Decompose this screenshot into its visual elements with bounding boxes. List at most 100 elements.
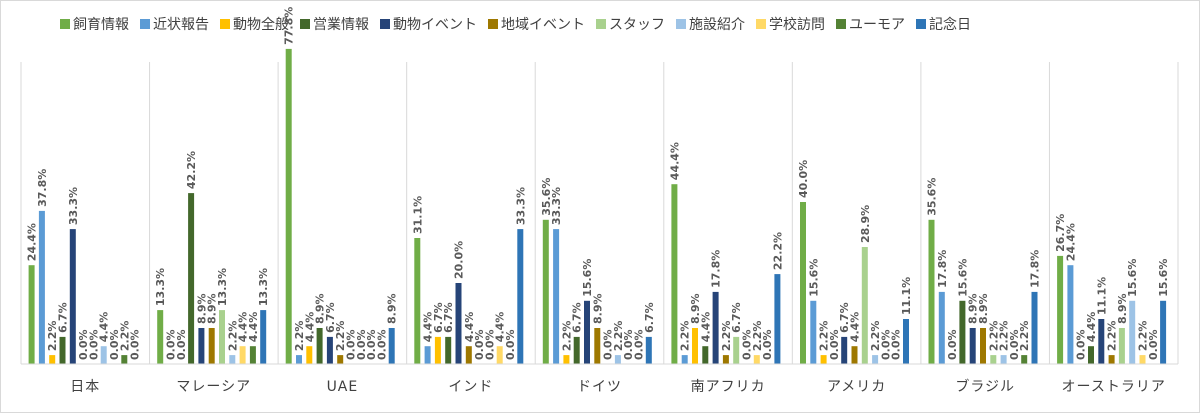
bar xyxy=(455,283,462,364)
data-label: 8.9% xyxy=(195,293,208,324)
bar xyxy=(959,300,966,364)
bar xyxy=(326,336,333,364)
chart-legend: 飼育情報 近状報告 動物全般 営業情報 動物イベント 地域イベント スタッフ 施設紹介 学校訪問… xyxy=(60,14,1160,34)
data-label: 17.8% xyxy=(936,250,949,288)
x-tick-label: オーストラリア xyxy=(1062,379,1166,395)
legend-item: 近状報告 xyxy=(140,14,209,34)
x-tick-label: アメリカ xyxy=(827,379,886,395)
bar xyxy=(969,328,976,364)
legend-item: 動物イベント xyxy=(380,14,477,34)
data-label: 0.0% xyxy=(946,329,959,360)
data-label: 77.8% xyxy=(283,7,296,45)
bar xyxy=(753,355,760,364)
x-tick-label: ブラジル xyxy=(955,378,1015,395)
legend-label: 記念日 xyxy=(929,17,971,33)
data-label: 4.4% xyxy=(699,312,712,343)
bar xyxy=(28,265,35,364)
data-label: 0.0% xyxy=(741,329,754,360)
bar xyxy=(49,355,56,364)
bar xyxy=(671,184,678,364)
data-label: 0.0% xyxy=(375,329,388,360)
data-label: 4.4% xyxy=(237,312,250,343)
x-tick-label: インド xyxy=(448,379,493,395)
legend-swatch xyxy=(836,19,846,29)
data-label: 0.0% xyxy=(355,329,368,360)
data-label: 28.9% xyxy=(859,205,872,243)
bar xyxy=(208,328,215,364)
legend-label: 近状報告 xyxy=(153,17,209,33)
legend-swatch xyxy=(60,19,70,29)
data-label: 0.0% xyxy=(890,329,903,360)
bar xyxy=(239,346,246,364)
x-tick-label: 日本 xyxy=(70,379,100,395)
data-label: 8.9% xyxy=(1116,293,1129,324)
bar xyxy=(645,336,652,364)
data-label: 17.8% xyxy=(710,250,723,288)
legend-label: スタッフ xyxy=(609,17,665,33)
legend-swatch xyxy=(140,19,150,29)
x-tick-label: 南アフリカ xyxy=(691,379,766,395)
bar xyxy=(434,336,441,364)
data-label: 2.2% xyxy=(118,321,131,352)
data-label: 4.4% xyxy=(849,312,862,343)
data-label: 2.2% xyxy=(869,321,882,352)
bar xyxy=(1139,355,1146,364)
bar xyxy=(424,346,431,364)
bar xyxy=(712,291,719,364)
legend-swatch xyxy=(596,19,606,29)
data-label: 0.0% xyxy=(77,329,90,360)
data-label: 4.4% xyxy=(247,312,260,343)
data-label: 31.1% xyxy=(411,196,424,234)
data-label: 0.0% xyxy=(345,329,358,360)
data-label: 8.9% xyxy=(386,293,399,324)
data-label: 6.7% xyxy=(324,302,337,333)
legend-label: 動物イベント xyxy=(393,17,477,33)
data-label: 4.4% xyxy=(98,312,111,343)
data-label: 2.2% xyxy=(1137,321,1150,352)
bar xyxy=(260,310,267,364)
data-label: 2.2% xyxy=(612,321,625,352)
data-label: 37.8% xyxy=(36,169,49,207)
bar xyxy=(157,310,164,364)
data-label: 0.0% xyxy=(108,329,121,360)
x-tick-label: UAE xyxy=(327,379,359,395)
bar xyxy=(1088,346,1094,364)
bar xyxy=(414,238,421,364)
bar xyxy=(38,210,45,364)
data-label: 24.4% xyxy=(1064,223,1077,261)
bar xyxy=(388,328,395,364)
legend-label: 施設紹介 xyxy=(689,17,745,33)
data-label: 2.2% xyxy=(679,321,692,352)
bar xyxy=(928,219,935,364)
data-label: 2.2% xyxy=(751,321,764,352)
bar xyxy=(851,346,858,364)
data-label: 0.0% xyxy=(879,329,892,360)
data-label: 4.4% xyxy=(463,312,476,343)
legend-swatch xyxy=(488,19,498,29)
data-label: 2.2% xyxy=(818,321,831,352)
data-label: 2.2% xyxy=(46,321,59,352)
data-label: 2.2% xyxy=(987,321,1000,352)
bar xyxy=(903,319,909,364)
bar xyxy=(1021,355,1028,364)
legend-swatch xyxy=(380,19,390,29)
data-label: 13.3% xyxy=(216,268,229,306)
data-label: 13.3% xyxy=(154,268,167,306)
data-label: 2.2% xyxy=(334,321,347,352)
data-label: 2.2% xyxy=(1106,321,1119,352)
data-label: 6.7% xyxy=(643,302,656,333)
bar xyxy=(1118,328,1125,364)
legend-item: スタッフ xyxy=(596,14,665,34)
legend-label: ユーモア xyxy=(849,17,905,33)
legend-item: 飼育情報 xyxy=(60,14,129,34)
bar xyxy=(584,300,590,364)
data-label: 6.7% xyxy=(571,302,584,333)
bar xyxy=(702,346,709,364)
data-label: 15.6% xyxy=(1126,259,1139,297)
bar xyxy=(465,346,472,364)
bar xyxy=(229,355,236,364)
legend-item: ユーモア xyxy=(836,14,905,34)
data-label: 2.2% xyxy=(720,321,733,352)
data-label: 6.7% xyxy=(432,302,445,333)
